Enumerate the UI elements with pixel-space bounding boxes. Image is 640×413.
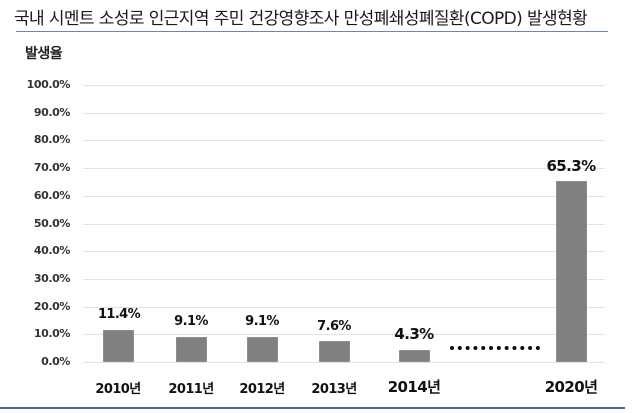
x-label-2012: 2012년 (239, 382, 285, 397)
title-divider (16, 31, 608, 32)
value-label-2010: 11.4% (97, 307, 141, 322)
y-tick: 0.0% (41, 355, 70, 368)
gap-dotted-line (450, 346, 540, 350)
gridline (83, 196, 605, 197)
gridline (83, 307, 605, 308)
gridline (83, 279, 605, 280)
y-axis-label: 발생율 (25, 46, 63, 62)
gridline (83, 113, 605, 114)
gridline (83, 85, 605, 86)
value-label-2011: 9.1% (174, 314, 208, 329)
gridline (83, 334, 605, 335)
bar-2010 (103, 330, 134, 362)
bar-2011 (176, 337, 207, 362)
bar-2012 (247, 337, 278, 362)
value-label-2014: 4.3% (394, 325, 434, 343)
y-tick: 80.0% (33, 133, 71, 146)
x-label-2010: 2010년 (95, 382, 141, 397)
y-tick: 50.0% (33, 217, 71, 230)
gridline (83, 251, 605, 252)
y-tick: 100.0% (26, 78, 71, 91)
bar-2020 (556, 181, 587, 362)
x-label-2011: 2011년 (168, 382, 214, 397)
value-label-2013: 7.6% (317, 319, 351, 334)
x-label-2013: 2013년 (311, 382, 357, 397)
y-tick: 10.0% (33, 327, 71, 340)
y-tick: 40.0% (33, 244, 71, 257)
gridline (83, 224, 605, 225)
gridline (83, 168, 605, 169)
y-tick: 60.0% (33, 189, 71, 202)
x-label-2014: 2014년 (387, 378, 441, 396)
y-tick: 30.0% (33, 272, 71, 285)
chart-title: 국내 시멘트 소성로 인근지역 주민 건강영향조사 만성폐쇄성폐질환(COPD)… (14, 9, 588, 29)
bottom-divider (0, 407, 625, 409)
y-tick: 70.0% (33, 161, 71, 174)
gridline (83, 362, 605, 363)
bar-2014 (399, 350, 430, 362)
value-label-2020: 65.3% (546, 157, 596, 175)
y-tick: 90.0% (33, 106, 71, 119)
value-label-2012: 9.1% (245, 314, 279, 329)
gridline (83, 140, 605, 141)
bar-2013 (319, 341, 350, 362)
y-tick: 20.0% (33, 300, 71, 313)
x-label-2020: 2020년 (544, 378, 598, 396)
